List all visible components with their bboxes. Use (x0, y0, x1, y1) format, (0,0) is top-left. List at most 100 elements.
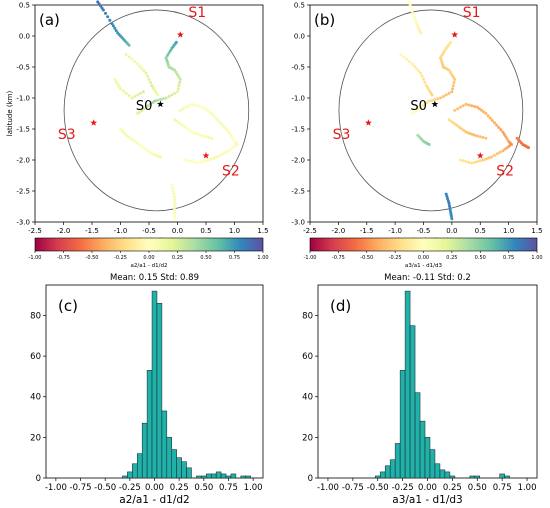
track-point (178, 108, 182, 112)
x-tick-label: -2.0 (332, 227, 346, 235)
x-tick-label: 0.50 (468, 483, 487, 493)
track-point (176, 87, 180, 91)
track-point (218, 121, 222, 125)
track-t7 (444, 192, 454, 221)
track-t6 (416, 133, 431, 146)
track-point (482, 110, 486, 114)
x-tick-label: 0.25 (443, 483, 462, 493)
colorbar-tick-label: -0.50 (86, 255, 99, 261)
track-point (420, 74, 424, 78)
y-tick-label: -1.0 (16, 95, 30, 103)
track-point (495, 152, 499, 156)
track-point (502, 132, 506, 136)
x-tick-label: -1.00 (45, 483, 67, 493)
x-tick-label: -0.25 (392, 483, 414, 493)
track-point (231, 146, 235, 150)
track-point (164, 56, 168, 60)
track-point (166, 53, 170, 57)
track-point (212, 114, 216, 118)
track-point (175, 119, 179, 123)
x-tick-label: 0.50 (194, 483, 213, 493)
x-axis-label: a3/a1 - d1/d3 (392, 494, 462, 506)
track-point (478, 107, 482, 111)
y-tick-label: 20 (30, 433, 41, 443)
track-point (416, 24, 420, 28)
station-s1-marker (176, 31, 184, 38)
track-point (464, 102, 468, 106)
x-tick-label: 0.75 (493, 483, 512, 493)
track-point (114, 29, 118, 33)
track-point (492, 153, 496, 157)
y-tick-label: 0.0 (294, 33, 305, 41)
histogram-title: Mean: 0.15 Std: 0.89 (110, 273, 199, 283)
histogram-bar (439, 469, 446, 479)
histogram-panel-c: Mean: 0.15 Std: 0.89 -1.00 -0.75 -0.50 -0.25… (30, 273, 264, 506)
histogram-bar (404, 290, 411, 479)
histogram-bar (176, 457, 182, 479)
histogram-bar (504, 475, 510, 479)
track-point (451, 84, 455, 88)
track-point (433, 98, 437, 102)
track-point (439, 56, 443, 60)
track-point (131, 138, 135, 142)
track-point (410, 112, 414, 115)
track-point (177, 121, 181, 125)
track-point (224, 150, 228, 154)
track-point (127, 43, 131, 47)
track-point (221, 152, 225, 156)
track-point (173, 210, 177, 214)
track-point (417, 69, 421, 73)
track-point (126, 135, 130, 139)
x-tick-label: -0.50 (94, 483, 116, 493)
track-point (427, 88, 431, 92)
histogram-bar (225, 475, 232, 479)
track-point (450, 73, 454, 77)
colorbar-tick-label: 0.75 (229, 255, 240, 261)
track-point (187, 104, 191, 108)
track-point (136, 93, 140, 97)
track-point (184, 158, 188, 162)
track-point (161, 97, 165, 101)
histogram-bar (379, 471, 386, 479)
track-point (113, 26, 117, 30)
x-tick-label: 0.00 (418, 483, 437, 493)
histogram-bar (215, 471, 222, 479)
track-point (447, 201, 451, 205)
station-s3-label: S3 (58, 127, 76, 143)
histogram-bar (449, 475, 456, 479)
histogram-bar (374, 475, 381, 479)
track-t5 (447, 118, 488, 140)
track-point (447, 91, 451, 95)
colorbar-tick-label: 0.50 (475, 255, 486, 261)
track-point (449, 119, 453, 123)
histogram-bar (122, 475, 128, 479)
station-s2-label: S2 (496, 164, 514, 180)
histogram-bar (389, 459, 396, 479)
track-point (198, 160, 202, 164)
track-point (425, 101, 429, 105)
histogram-bar (171, 449, 177, 479)
track-point (124, 53, 128, 57)
histogram-bar (186, 467, 192, 479)
track-point (430, 98, 434, 102)
track-point (139, 144, 143, 148)
track-point (419, 105, 423, 109)
track-point (448, 208, 452, 212)
track-point (429, 91, 433, 95)
histogram-bar (384, 465, 391, 479)
track-point (444, 93, 448, 97)
histogram-bar (136, 453, 143, 479)
track-point (172, 192, 176, 196)
track-point (497, 125, 501, 129)
track-point (440, 53, 444, 57)
histogram-bar (434, 463, 441, 479)
track-point (195, 104, 199, 108)
track-point (419, 71, 423, 75)
track-point (490, 118, 494, 122)
track-point (447, 204, 451, 208)
track-point (151, 86, 155, 90)
track-point (458, 125, 462, 129)
track-point (218, 153, 222, 157)
track-point (140, 67, 144, 71)
track-t8 (113, 77, 145, 100)
